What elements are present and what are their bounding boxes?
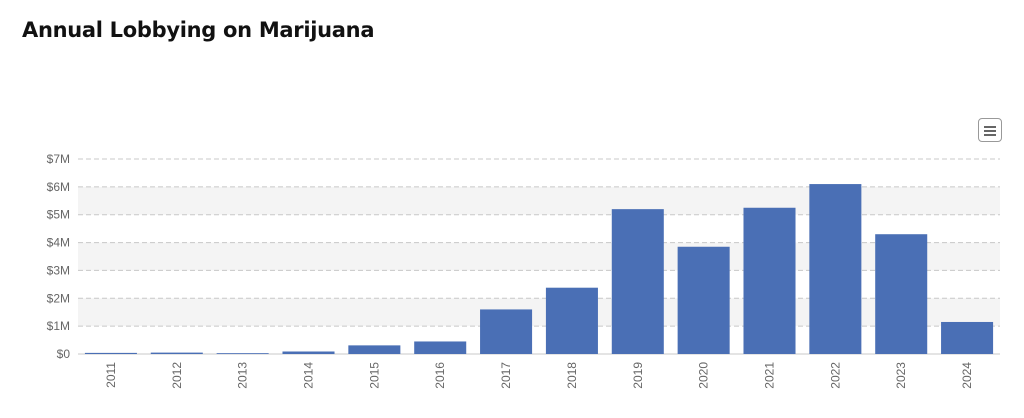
bar-2021[interactable]	[743, 207, 796, 354]
y-tick-label: $7M	[47, 152, 70, 166]
x-tick-label: 2022	[828, 362, 842, 389]
bar-2023[interactable]	[875, 234, 928, 354]
chart-title: Annual Lobbying on Marijuana	[22, 18, 375, 42]
y-tick-label: $2M	[47, 291, 70, 305]
bar-2015[interactable]	[348, 345, 401, 354]
x-tick-label: 2023	[894, 362, 908, 389]
bar-2014[interactable]	[282, 351, 335, 354]
x-tick-label: 2011	[104, 362, 118, 388]
x-tick-label: 2020	[697, 362, 711, 389]
bar-2022[interactable]	[809, 184, 862, 354]
y-tick-label: $0	[57, 347, 71, 361]
plot-band	[78, 242, 1000, 271]
hamburger-menu-icon[interactable]	[978, 118, 1002, 142]
plot-band	[78, 186, 1000, 215]
y-tick-label: $3M	[47, 263, 70, 277]
y-tick-label: $6M	[47, 180, 70, 194]
x-tick-label: 2012	[170, 362, 184, 389]
bar-2017[interactable]	[480, 309, 533, 354]
bar-2018[interactable]	[545, 287, 598, 354]
bar-2012[interactable]	[150, 352, 203, 354]
y-tick-label: $5M	[47, 208, 70, 222]
bar-2019[interactable]	[611, 209, 664, 354]
plot-band	[78, 298, 1000, 327]
bar-2011[interactable]	[84, 352, 137, 354]
bar-2016[interactable]	[414, 341, 467, 354]
x-axis-ticks: 2011 2012 2013 2014 2015 2016 2017 2018 2019 2020…	[104, 362, 974, 389]
plot-bands	[78, 186, 1000, 327]
x-tick-label: 2024	[960, 362, 974, 389]
x-tick-label: 2013	[236, 362, 250, 389]
bar-2020[interactable]	[677, 246, 730, 354]
x-tick-label: 2015	[367, 362, 381, 389]
bar-2013[interactable]	[216, 353, 269, 354]
x-tick-label: 2018	[565, 362, 579, 389]
y-tick-label: $4M	[47, 236, 70, 250]
x-tick-label: 2014	[302, 362, 316, 389]
x-tick-label: 2016	[433, 362, 447, 389]
x-tick-label: 2017	[499, 362, 513, 389]
bar-2024[interactable]	[941, 321, 994, 354]
bars	[84, 184, 994, 354]
y-tick-label: $1M	[47, 319, 70, 333]
y-axis-ticks: $0 $1M $2M $3M $4M $5M $6M $7M	[47, 152, 71, 361]
x-tick-label: 2021	[763, 362, 777, 389]
x-tick-label: 2019	[631, 362, 645, 389]
